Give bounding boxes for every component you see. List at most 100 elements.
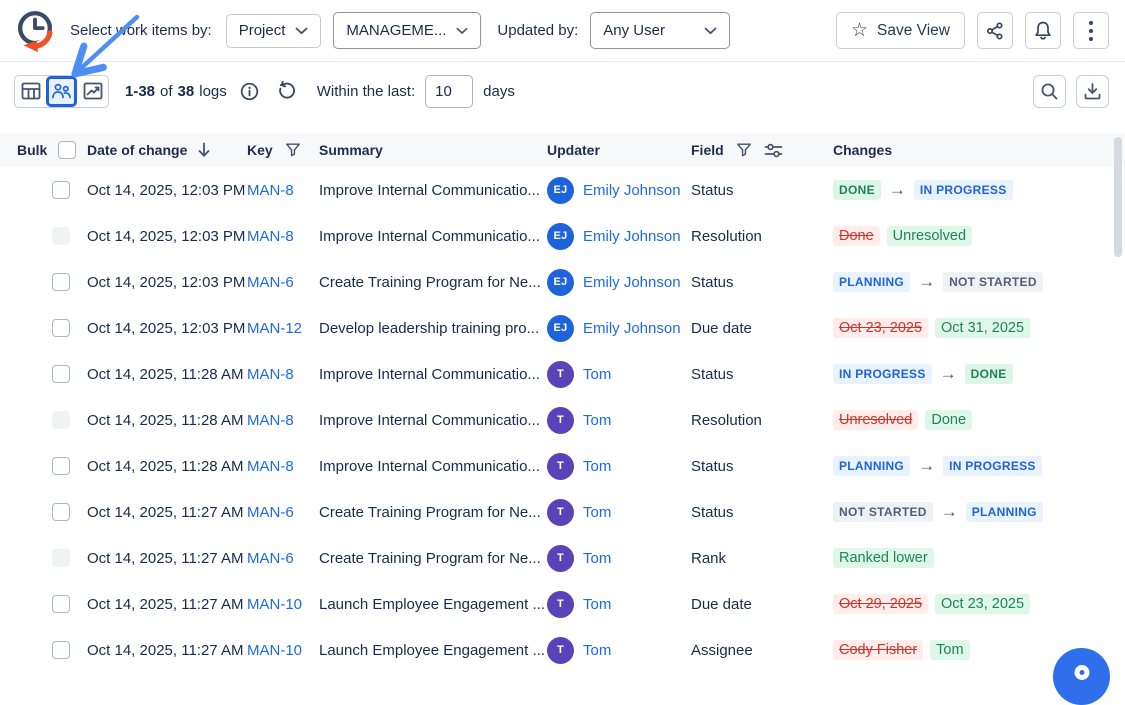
search-button[interactable] (1033, 75, 1066, 108)
new-value: Done (925, 410, 972, 430)
row-updater-link[interactable]: Tom (583, 458, 611, 475)
row-checkbox[interactable] (52, 595, 70, 613)
table-row: Oct 14, 2025, 12:03 PM MAN-8 Improve Int… (0, 167, 1125, 213)
row-field: Status (691, 366, 734, 383)
field-filter-icon[interactable] (736, 142, 752, 158)
row-summary: Launch Employee Engagement ... (319, 596, 545, 613)
updater-avatar: T (547, 591, 574, 618)
row-key-link[interactable]: MAN-8 (247, 458, 294, 475)
updater-avatar: EJ (547, 223, 574, 250)
row-checkbox[interactable] (52, 227, 70, 245)
row-field: Assignee (691, 642, 753, 659)
row-updater-link[interactable]: Tom (583, 596, 611, 613)
status-badge: PLANNING (833, 272, 910, 292)
row-date: Oct 14, 2025, 12:03 PM (87, 320, 245, 337)
new-value: Oct 23, 2025 (935, 594, 1030, 614)
row-field: Status (691, 274, 734, 291)
sort-desc-icon[interactable] (197, 142, 211, 158)
people-view-icon (51, 82, 72, 100)
days-input[interactable] (425, 75, 473, 108)
new-value: Ranked lower (833, 548, 934, 568)
status-badge: IN PROGRESS (943, 456, 1042, 476)
row-changes: IN PROGRESS→DONE (833, 364, 1125, 384)
row-checkbox[interactable] (52, 457, 70, 475)
row-summary: Improve Internal Communicatio... (319, 412, 540, 429)
row-field: Resolution (691, 228, 762, 245)
log-count: 1-38 of 38 logs (125, 83, 227, 100)
download-button[interactable] (1076, 75, 1109, 108)
field-settings-icon[interactable] (764, 142, 783, 159)
row-summary: Improve Internal Communicatio... (319, 458, 540, 475)
more-options-button[interactable] (1073, 12, 1109, 49)
project-dropdown[interactable]: MANAGEME... (333, 12, 481, 49)
row-date: Oct 14, 2025, 11:27 AM (87, 596, 244, 613)
row-date: Oct 14, 2025, 11:27 AM (87, 642, 244, 659)
table-row: Oct 14, 2025, 11:28 AM MAN-8 Improve Int… (0, 397, 1125, 443)
row-changes: NOT STARTED→PLANNING (833, 502, 1125, 522)
row-checkbox[interactable] (52, 273, 70, 291)
row-checkbox[interactable] (52, 365, 70, 383)
row-checkbox[interactable] (52, 411, 70, 429)
row-key-link[interactable]: MAN-8 (247, 366, 294, 383)
row-updater-link[interactable]: Emily Johnson (583, 274, 681, 291)
row-updater-link[interactable]: Tom (583, 550, 611, 567)
row-key-link[interactable]: MAN-10 (247, 642, 302, 659)
row-field: Status (691, 458, 734, 475)
table-row: Oct 14, 2025, 11:27 AM MAN-6 Create Trai… (0, 535, 1125, 581)
scope-dropdown[interactable]: Project (226, 14, 322, 48)
row-key-link[interactable]: MAN-6 (247, 504, 294, 521)
row-key-link[interactable]: MAN-8 (247, 182, 294, 199)
kebab-menu-icon (1088, 20, 1094, 42)
row-updater-link[interactable]: Tom (583, 412, 611, 429)
notifications-button[interactable] (1025, 12, 1061, 49)
key-filter-icon[interactable] (285, 142, 301, 158)
row-updater-link[interactable]: Tom (583, 642, 611, 659)
old-value: Oct 23, 2025 (833, 318, 928, 338)
bulk-header-label: Bulk (17, 142, 47, 158)
chevron-down-icon (456, 27, 468, 35)
share-button[interactable] (977, 12, 1013, 49)
row-summary: Improve Internal Communicatio... (319, 366, 540, 383)
transition-arrow-icon: → (918, 272, 935, 292)
row-updater-link[interactable]: Tom (583, 366, 611, 383)
row-key-link[interactable]: MAN-12 (247, 320, 302, 337)
row-key-link[interactable]: MAN-8 (247, 228, 294, 245)
row-summary: Launch Employee Engagement ... (319, 642, 545, 659)
bell-icon (1033, 20, 1053, 41)
user-dropdown-value: Any User (603, 22, 665, 39)
row-updater-link[interactable]: Emily Johnson (583, 182, 681, 199)
info-button[interactable] (237, 78, 263, 104)
bulk-select-all-checkbox[interactable] (58, 141, 76, 159)
row-key-link[interactable]: MAN-8 (247, 412, 294, 429)
status-badge: NOT STARTED (943, 272, 1043, 292)
chart-view-button[interactable] (77, 76, 108, 107)
row-updater-link[interactable]: Tom (583, 504, 611, 521)
updater-avatar: T (547, 361, 574, 388)
row-field: Resolution (691, 412, 762, 429)
people-view-button[interactable] (46, 76, 77, 107)
row-checkbox[interactable] (52, 549, 70, 567)
row-updater-link[interactable]: Emily Johnson (583, 228, 681, 245)
chart-view-icon (83, 82, 103, 100)
help-fab-button[interactable] (1053, 648, 1110, 705)
row-key-link[interactable]: MAN-6 (247, 550, 294, 567)
vertical-scrollbar-thumb[interactable] (1114, 137, 1122, 257)
user-dropdown[interactable]: Any User (590, 12, 730, 49)
row-checkbox[interactable] (52, 181, 70, 199)
row-date: Oct 14, 2025, 11:28 AM (87, 412, 244, 429)
save-view-button[interactable]: ☆ Save View (836, 12, 965, 49)
row-checkbox[interactable] (52, 319, 70, 337)
row-updater-link[interactable]: Emily Johnson (583, 320, 681, 337)
row-key-link[interactable]: MAN-10 (247, 596, 302, 613)
table-view-button[interactable] (15, 76, 46, 107)
row-field: Status (691, 182, 734, 199)
scope-dropdown-value: Project (239, 22, 286, 39)
row-checkbox[interactable] (52, 503, 70, 521)
row-checkbox[interactable] (52, 641, 70, 659)
refresh-button[interactable] (273, 78, 299, 104)
status-badge: NOT STARTED (833, 502, 933, 522)
row-changes: Oct 29, 2025Oct 23, 2025 (833, 594, 1125, 614)
row-key-link[interactable]: MAN-6 (247, 274, 294, 291)
status-badge: IN PROGRESS (833, 364, 932, 384)
row-changes: DONE→IN PROGRESS (833, 180, 1125, 200)
